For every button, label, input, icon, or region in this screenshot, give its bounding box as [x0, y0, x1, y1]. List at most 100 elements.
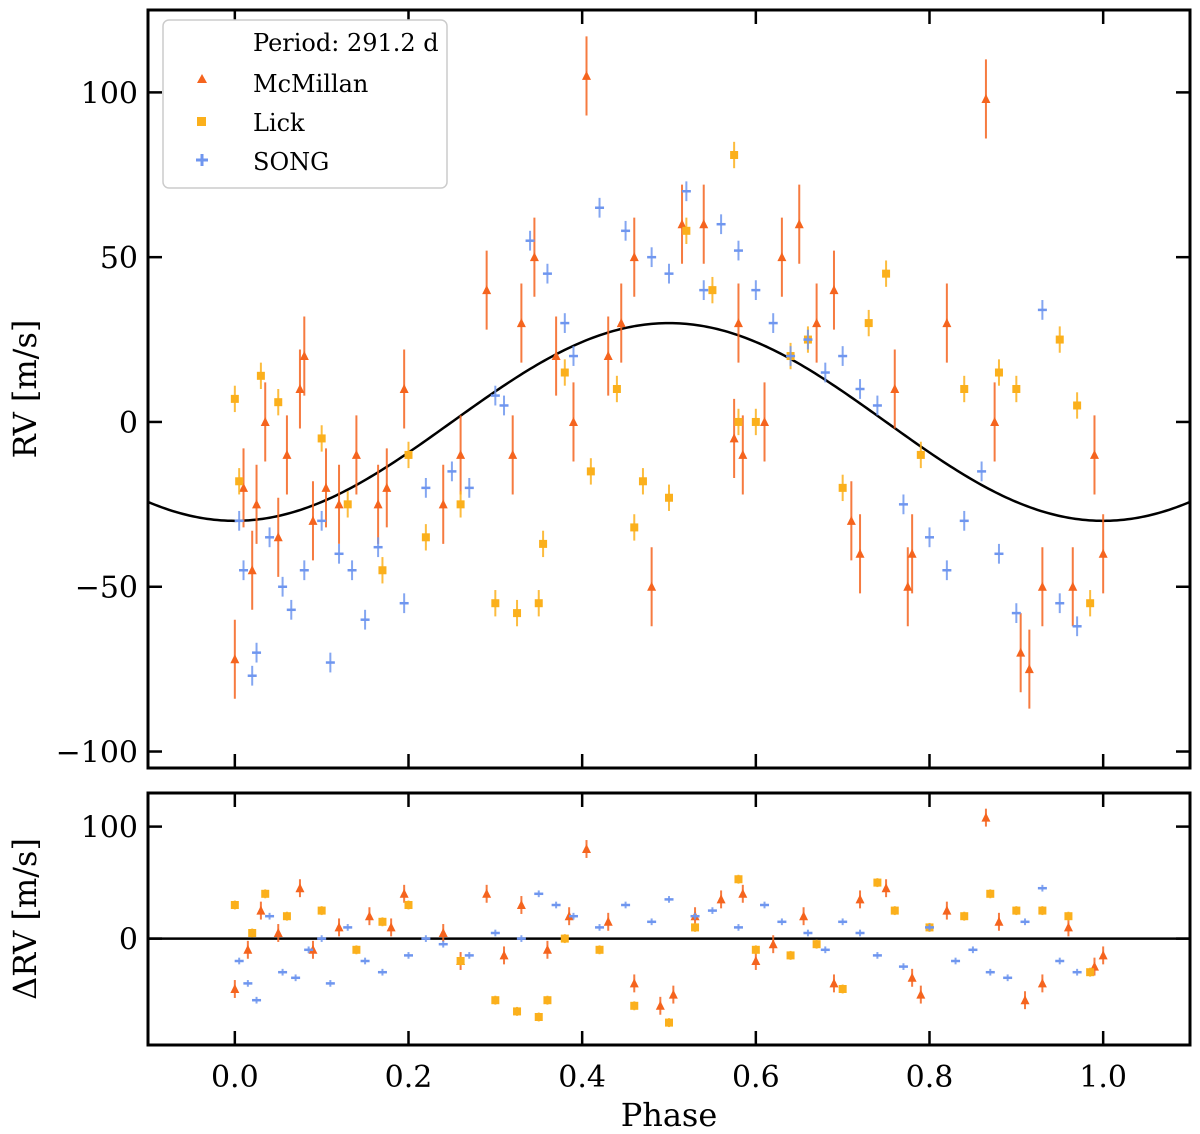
main-mcmillan-point	[529, 217, 539, 297]
res-xtick-label: 0.6	[732, 1060, 780, 1095]
main-lick-marker	[638, 477, 647, 486]
res-mcmillan-point	[273, 924, 283, 942]
main-mcmillan-point	[334, 464, 344, 544]
main-lick-point	[586, 458, 595, 485]
res-xtick-label: 0.0	[211, 1060, 259, 1095]
main-mcmillan-point	[568, 382, 578, 462]
main-mcmillan-marker	[738, 449, 748, 459]
main-song-point	[855, 379, 865, 399]
res-lick-point	[751, 945, 760, 955]
res-lick-point	[534, 1012, 543, 1022]
main-lick-point	[960, 375, 969, 403]
res-song-point	[803, 929, 813, 937]
main-mcmillan-point	[1016, 613, 1026, 693]
res-lick-point	[491, 995, 500, 1005]
res-lick-point	[230, 900, 239, 910]
main-mcmillan-point	[1089, 415, 1099, 495]
main-song-point	[239, 560, 249, 581]
main-mcmillan-marker	[647, 581, 657, 591]
res-lick-marker	[261, 889, 270, 898]
res-mcmillan-point	[542, 940, 552, 959]
res-song-point	[621, 901, 631, 909]
main-song-point	[447, 461, 457, 482]
main-axes-frame	[146, 8, 1192, 770]
main-mcmillan-point	[252, 464, 262, 544]
res-ytick-label: 100	[81, 811, 138, 846]
main-mcmillan-point	[677, 184, 687, 264]
res-mcmillan-point	[881, 879, 891, 898]
res-mcmillan-marker	[243, 944, 253, 954]
main-lick-point	[513, 599, 522, 627]
res-lick-marker	[960, 912, 969, 921]
res-lick-point	[543, 995, 552, 1005]
legend-label-mcmillan: McMillan	[253, 70, 368, 98]
main-mcmillan-marker	[351, 449, 361, 459]
res-mcmillan-marker	[942, 905, 952, 915]
res-mcmillan-marker	[881, 883, 891, 893]
main-mcmillan-marker	[699, 219, 709, 229]
main-lick-point	[708, 276, 717, 304]
res-song-point	[951, 957, 961, 965]
res-lick-marker	[404, 901, 413, 909]
res-mcmillan-point	[399, 884, 409, 903]
main-mcmillan-point	[907, 514, 917, 594]
main-axis-ticks: −100 −50 0 50 100	[56, 10, 1190, 771]
main-song-point	[959, 510, 969, 531]
main-lick-marker	[734, 417, 743, 426]
main-mcmillan-marker	[247, 565, 257, 575]
res-mcmillan-marker	[751, 956, 761, 965]
res-lick-point	[1038, 906, 1047, 916]
main-mcmillan-marker	[308, 515, 318, 525]
main-song-point	[1055, 593, 1065, 614]
main-lick-marker	[708, 286, 717, 295]
main-song-point	[421, 477, 431, 498]
main-lick-marker	[682, 226, 691, 235]
main-mcmillan-marker	[777, 252, 787, 262]
res-mcmillan-marker	[603, 916, 613, 926]
res-song-point	[377, 968, 387, 976]
main-mcmillan-point	[282, 415, 292, 495]
main-mcmillan-marker	[733, 318, 743, 328]
res-mcmillan-point	[482, 884, 492, 903]
main-mcmillan-marker	[582, 70, 592, 80]
main-mcmillan-marker	[729, 433, 739, 443]
res-lick-point	[960, 911, 969, 921]
res-lick-point	[890, 906, 899, 916]
residual-axis-ticks: 0.0 0.2 0.4 0.6 0.8 1.0 0 100	[81, 793, 1190, 1095]
main-mcmillan-marker	[990, 416, 1000, 426]
main-mcmillan-marker	[942, 318, 952, 328]
main-lick-point	[682, 217, 691, 244]
main-mcmillan-marker	[846, 515, 856, 525]
main-mcmillan-marker	[321, 482, 331, 492]
main-lick-point	[1073, 392, 1082, 419]
res-lick-point	[378, 917, 387, 927]
res-song-point	[234, 957, 244, 965]
res-song-point	[647, 918, 657, 926]
main-song-point	[621, 220, 631, 241]
res-song-point	[404, 952, 413, 959]
main-song-point	[838, 346, 848, 366]
res-lick-point	[1012, 906, 1021, 916]
residual-y-axis-label: ΔRV [m/s]	[6, 838, 44, 1000]
main-song-point	[525, 230, 535, 251]
main-lick-marker	[378, 566, 387, 575]
main-mcmillan-point	[794, 184, 804, 264]
main-mcmillan-point	[777, 217, 787, 297]
main-mcmillan-marker	[252, 499, 262, 509]
main-song-point	[568, 346, 578, 366]
main-mcmillan-point	[846, 481, 856, 561]
main-mcmillan-point	[812, 283, 822, 363]
res-lick-marker	[560, 934, 569, 943]
main-series-mcmillan	[230, 36, 1108, 709]
res-mcmillan-point	[994, 912, 1004, 931]
res-song-point	[664, 896, 674, 903]
res-song-point	[760, 901, 770, 909]
res-mcmillan-marker	[1020, 995, 1030, 1005]
res-mcmillan-marker	[516, 900, 526, 909]
res-lick-point	[665, 1018, 673, 1028]
main-song-point	[925, 527, 934, 548]
main-lick-point	[560, 359, 569, 386]
res-lick-marker	[378, 917, 387, 926]
res-lick-point	[873, 878, 882, 888]
res-mcmillan-point	[499, 946, 509, 965]
